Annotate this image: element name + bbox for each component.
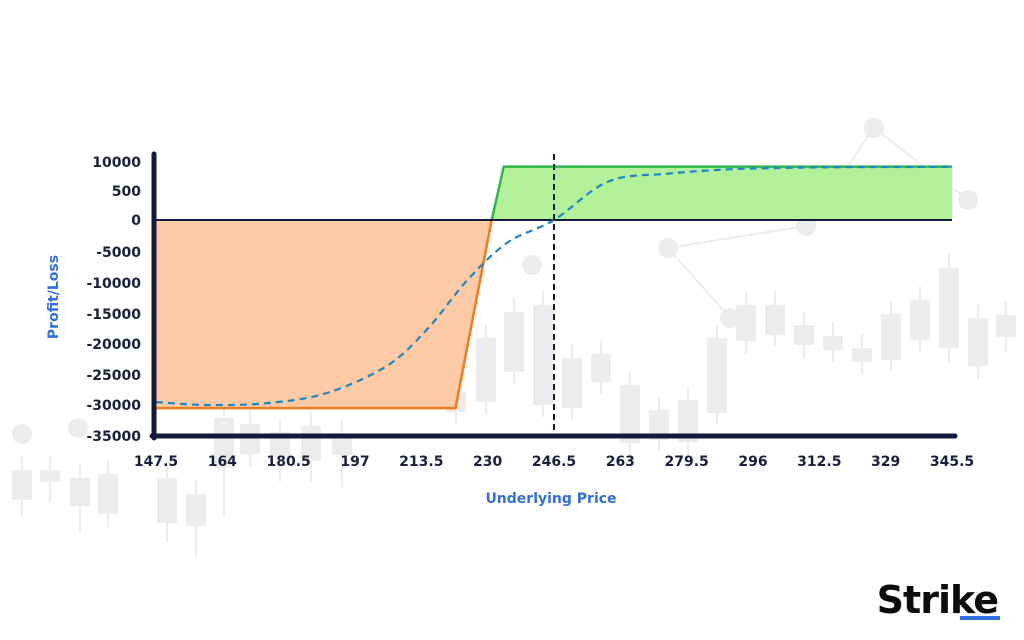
bg-candle-body xyxy=(157,478,177,523)
bg-candle-body xyxy=(40,470,60,482)
x-tick-label: 197 xyxy=(340,454,369,470)
x-tick-label: 246.5 xyxy=(532,454,576,470)
bg-candle-body xyxy=(214,418,234,468)
payoff-areas xyxy=(156,166,952,409)
bg-candle-body xyxy=(476,338,496,402)
bg-candle-body xyxy=(996,315,1016,337)
bg-candle-body xyxy=(736,305,756,341)
bg-network-dot xyxy=(864,118,884,138)
brand-logo-accent xyxy=(960,616,1000,620)
bg-candle-body xyxy=(620,385,640,443)
bg-candle-body xyxy=(707,338,727,413)
y-tick-label: -15000 xyxy=(86,307,141,323)
loss-payoff-line xyxy=(156,219,493,410)
x-tick-label: 345.5 xyxy=(930,454,974,470)
bg-candle-body xyxy=(562,358,582,408)
theoretical-value-curve xyxy=(155,165,953,407)
bg-candle-body xyxy=(649,410,669,440)
bg-candle-body xyxy=(186,494,206,526)
bg-network-dot xyxy=(522,255,542,275)
y-tick-label: -5000 xyxy=(96,245,141,261)
bg-candle-body xyxy=(12,470,32,500)
bg-candle-body xyxy=(533,305,553,405)
x-tick-label: 164 xyxy=(208,454,237,470)
y-tick-label: 0 xyxy=(131,213,141,229)
x-tick-label: 312.5 xyxy=(797,454,841,470)
bg-network-dot xyxy=(658,238,678,258)
bg-candle-body xyxy=(678,400,698,442)
y-tick-label: -10000 xyxy=(86,276,141,292)
bg-network-dot xyxy=(68,418,88,438)
bg-candle-body xyxy=(910,300,930,340)
loss-area xyxy=(156,220,492,409)
y-tick-label: -20000 xyxy=(86,337,141,353)
bg-candle-body xyxy=(852,348,872,362)
y-tick-label: 10000 xyxy=(92,155,141,171)
bg-network-line xyxy=(666,126,969,319)
bg-candle-body xyxy=(968,318,988,366)
bg-candle-body xyxy=(823,336,843,350)
bg-candle-body xyxy=(765,305,785,335)
bg-network-dot xyxy=(720,308,740,328)
x-tick-label: 279.5 xyxy=(665,454,709,470)
bg-candle-body xyxy=(591,354,611,382)
bg-candle-body xyxy=(98,474,118,514)
brand-logo: Strike xyxy=(876,578,999,622)
x-axis-title: Underlying Price xyxy=(485,491,616,507)
bg-candle-body xyxy=(794,325,814,345)
x-tick-label: 213.5 xyxy=(399,454,443,470)
x-tick-label: 230 xyxy=(473,454,502,470)
bg-candle-body xyxy=(240,424,260,454)
y-tick-label: -30000 xyxy=(86,398,141,414)
y-tick-label: 500 xyxy=(112,184,141,200)
y-axis-title: Profit/Loss xyxy=(46,255,62,339)
x-tick-label: 296 xyxy=(738,454,767,470)
bg-candle-body xyxy=(939,268,959,348)
x-tick-label: 263 xyxy=(606,454,635,470)
tick-labels: 147.5 164 180.5 197 213.5 230 246.5 263 279.5 296… xyxy=(86,155,974,470)
bg-candle-body xyxy=(70,478,90,506)
bg-candle-body xyxy=(881,314,901,360)
y-tick-label: -35000 xyxy=(86,429,141,445)
x-tick-label: 180.5 xyxy=(267,454,311,470)
bg-candle-body xyxy=(504,312,524,372)
x-tick-label: 147.5 xyxy=(134,454,178,470)
bg-network-dot xyxy=(958,190,978,210)
bg-network-dot xyxy=(12,424,32,444)
y-tick-label: -25000 xyxy=(86,368,141,384)
x-tick-label: 329 xyxy=(871,454,900,470)
axes xyxy=(149,151,958,441)
payoff-lines xyxy=(155,154,953,436)
profit-area xyxy=(491,166,952,220)
